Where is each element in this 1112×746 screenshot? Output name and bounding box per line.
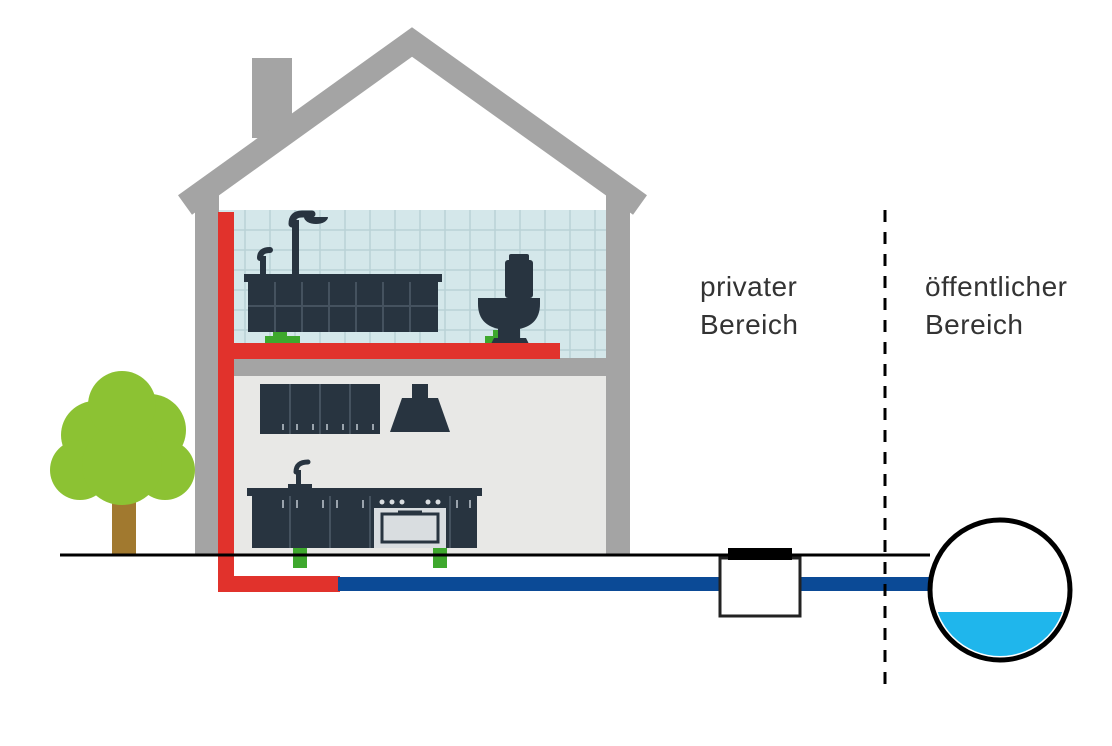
oven-icon xyxy=(374,496,446,548)
sewer-main xyxy=(930,520,1070,672)
label-private: privater Bereich xyxy=(700,268,798,344)
diagram-stage: privater Bereich öffentlicher Bereich xyxy=(0,0,1112,746)
diagram-svg xyxy=(0,0,1112,746)
label-private-line2: Bereich xyxy=(700,309,798,340)
label-public-line2: Bereich xyxy=(925,309,1023,340)
inspection-chamber xyxy=(720,548,800,616)
label-public-line1: öffentlicher xyxy=(925,271,1067,302)
tree xyxy=(50,371,195,556)
label-private-line1: privater xyxy=(700,271,797,302)
upper-cabinets xyxy=(260,384,450,434)
label-public: öffentlicher Bereich xyxy=(925,268,1067,344)
